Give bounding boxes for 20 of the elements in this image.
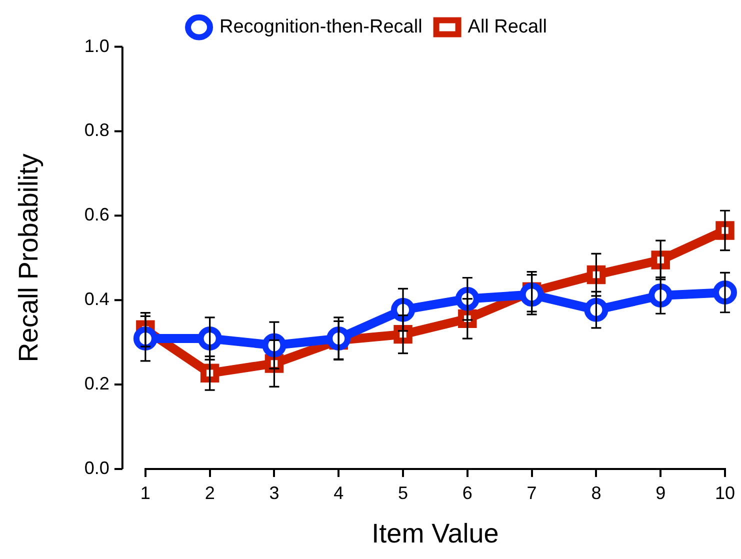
x-tick-label: 4 bbox=[334, 482, 344, 503]
x-tick-label: 2 bbox=[204, 482, 215, 503]
x-tick-label: 5 bbox=[398, 482, 408, 503]
x-tick-label: 7 bbox=[526, 482, 537, 503]
y-tick-label: 0.2 bbox=[84, 374, 110, 394]
x-tick-label: 10 bbox=[714, 482, 736, 503]
y-tick-label: 1.0 bbox=[84, 36, 110, 56]
y-tick-label: 0.0 bbox=[84, 458, 110, 478]
x-tick-label: 1 bbox=[140, 482, 150, 503]
legend-label: All Recall bbox=[468, 16, 547, 38]
y-tick-label: 0.4 bbox=[84, 289, 110, 310]
x-tick-label: 6 bbox=[462, 482, 472, 503]
x-tick-label: 8 bbox=[591, 482, 602, 503]
x-axis-title: Item Value bbox=[372, 518, 499, 548]
x-tick-label: 3 bbox=[269, 482, 280, 503]
y-tick-label: 0.6 bbox=[84, 204, 110, 225]
x-tick-label: 9 bbox=[656, 482, 666, 503]
y-tick-label: 0.8 bbox=[84, 120, 110, 140]
legend-label: Recognition-then-Recall bbox=[220, 16, 422, 38]
y-axis-title: Recall Probability bbox=[14, 153, 44, 362]
